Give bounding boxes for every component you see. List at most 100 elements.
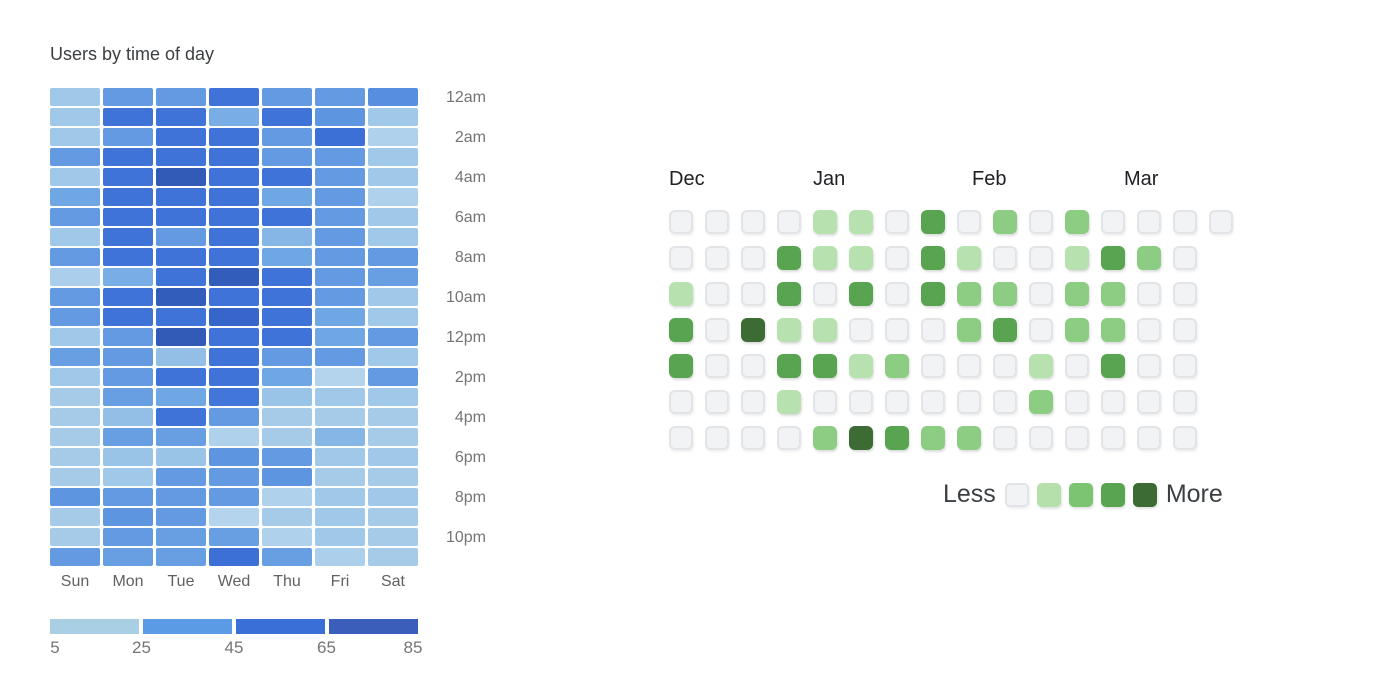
heatmap-cell[interactable] [50,268,100,286]
calendar-day-cell[interactable] [1029,210,1053,234]
heatmap-cell[interactable] [315,328,365,346]
heatmap-cell[interactable] [156,508,206,526]
heatmap-cell[interactable] [50,288,100,306]
calendar-day-cell[interactable] [1029,246,1053,270]
calendar-day-cell[interactable] [885,426,909,450]
calendar-day-cell[interactable] [885,354,909,378]
heatmap-cell[interactable] [50,508,100,526]
calendar-day-cell[interactable] [741,426,765,450]
heatmap-cell[interactable] [50,408,100,426]
calendar-day-cell[interactable] [1173,426,1197,450]
calendar-day-cell[interactable] [1137,318,1161,342]
heatmap-cell[interactable] [209,168,259,186]
heatmap-cell[interactable] [103,268,153,286]
calendar-day-cell[interactable] [993,354,1017,378]
heatmap-cell[interactable] [209,88,259,106]
heatmap-cell[interactable] [315,368,365,386]
calendar-day-cell[interactable] [957,390,981,414]
heatmap-cell[interactable] [156,288,206,306]
heatmap-cell[interactable] [262,528,312,546]
calendar-day-cell[interactable] [921,210,945,234]
heatmap-cell[interactable] [209,508,259,526]
calendar-day-cell[interactable] [885,318,909,342]
heatmap-cell[interactable] [50,388,100,406]
heatmap-cell[interactable] [209,368,259,386]
calendar-day-cell[interactable] [921,318,945,342]
calendar-day-cell[interactable] [921,354,945,378]
calendar-day-cell[interactable] [813,210,837,234]
heatmap-cell[interactable] [262,208,312,226]
heatmap-cell[interactable] [368,428,418,446]
calendar-day-cell[interactable] [777,426,801,450]
heatmap-cell[interactable] [156,408,206,426]
heatmap-cell[interactable] [103,528,153,546]
heatmap-cell[interactable] [103,388,153,406]
calendar-day-cell[interactable] [777,246,801,270]
calendar-day-cell[interactable] [1101,354,1125,378]
calendar-day-cell[interactable] [669,210,693,234]
calendar-day-cell[interactable] [921,246,945,270]
heatmap-cell[interactable] [315,488,365,506]
heatmap-cell[interactable] [156,268,206,286]
calendar-day-cell[interactable] [813,318,837,342]
calendar-day-cell[interactable] [669,354,693,378]
heatmap-cell[interactable] [209,248,259,266]
heatmap-cell[interactable] [262,108,312,126]
calendar-day-cell[interactable] [1029,390,1053,414]
heatmap-cell[interactable] [50,128,100,146]
heatmap-cell[interactable] [50,208,100,226]
calendar-day-cell[interactable] [1029,426,1053,450]
heatmap-cell[interactable] [262,128,312,146]
heatmap-cell[interactable] [156,448,206,466]
heatmap-cell[interactable] [209,348,259,366]
calendar-day-cell[interactable] [669,282,693,306]
calendar-day-cell[interactable] [1101,426,1125,450]
calendar-day-cell[interactable] [705,354,729,378]
heatmap-cell[interactable] [156,248,206,266]
heatmap-cell[interactable] [368,448,418,466]
calendar-day-cell[interactable] [705,246,729,270]
calendar-day-cell[interactable] [957,426,981,450]
calendar-day-cell[interactable] [1101,282,1125,306]
calendar-day-cell[interactable] [993,246,1017,270]
heatmap-cell[interactable] [368,188,418,206]
calendar-day-cell[interactable] [813,426,837,450]
heatmap-cell[interactable] [209,468,259,486]
heatmap-cell[interactable] [209,148,259,166]
heatmap-cell[interactable] [315,88,365,106]
heatmap-cell[interactable] [50,488,100,506]
calendar-day-cell[interactable] [1065,390,1089,414]
heatmap-cell[interactable] [315,228,365,246]
heatmap-cell[interactable] [262,88,312,106]
heatmap-cell[interactable] [262,288,312,306]
calendar-day-cell[interactable] [669,390,693,414]
calendar-day-cell[interactable] [1029,354,1053,378]
heatmap-cell[interactable] [262,188,312,206]
calendar-day-cell[interactable] [1029,318,1053,342]
heatmap-cell[interactable] [156,168,206,186]
heatmap-cell[interactable] [103,408,153,426]
heatmap-cell[interactable] [368,288,418,306]
calendar-day-cell[interactable] [957,354,981,378]
heatmap-cell[interactable] [209,408,259,426]
heatmap-cell[interactable] [156,188,206,206]
heatmap-cell[interactable] [262,468,312,486]
calendar-day-cell[interactable] [1173,282,1197,306]
heatmap-cell[interactable] [209,308,259,326]
calendar-day-cell[interactable] [1137,426,1161,450]
heatmap-cell[interactable] [209,108,259,126]
heatmap-cell[interactable] [209,188,259,206]
heatmap-cell[interactable] [103,508,153,526]
heatmap-cell[interactable] [368,488,418,506]
heatmap-cell[interactable] [209,228,259,246]
heatmap-cell[interactable] [209,208,259,226]
calendar-day-cell[interactable] [1173,318,1197,342]
calendar-day-cell[interactable] [669,426,693,450]
heatmap-cell[interactable] [103,188,153,206]
calendar-day-cell[interactable] [741,318,765,342]
heatmap-cell[interactable] [103,428,153,446]
heatmap-cell[interactable] [209,488,259,506]
heatmap-cell[interactable] [315,348,365,366]
calendar-day-cell[interactable] [1065,282,1089,306]
calendar-day-cell[interactable] [885,246,909,270]
